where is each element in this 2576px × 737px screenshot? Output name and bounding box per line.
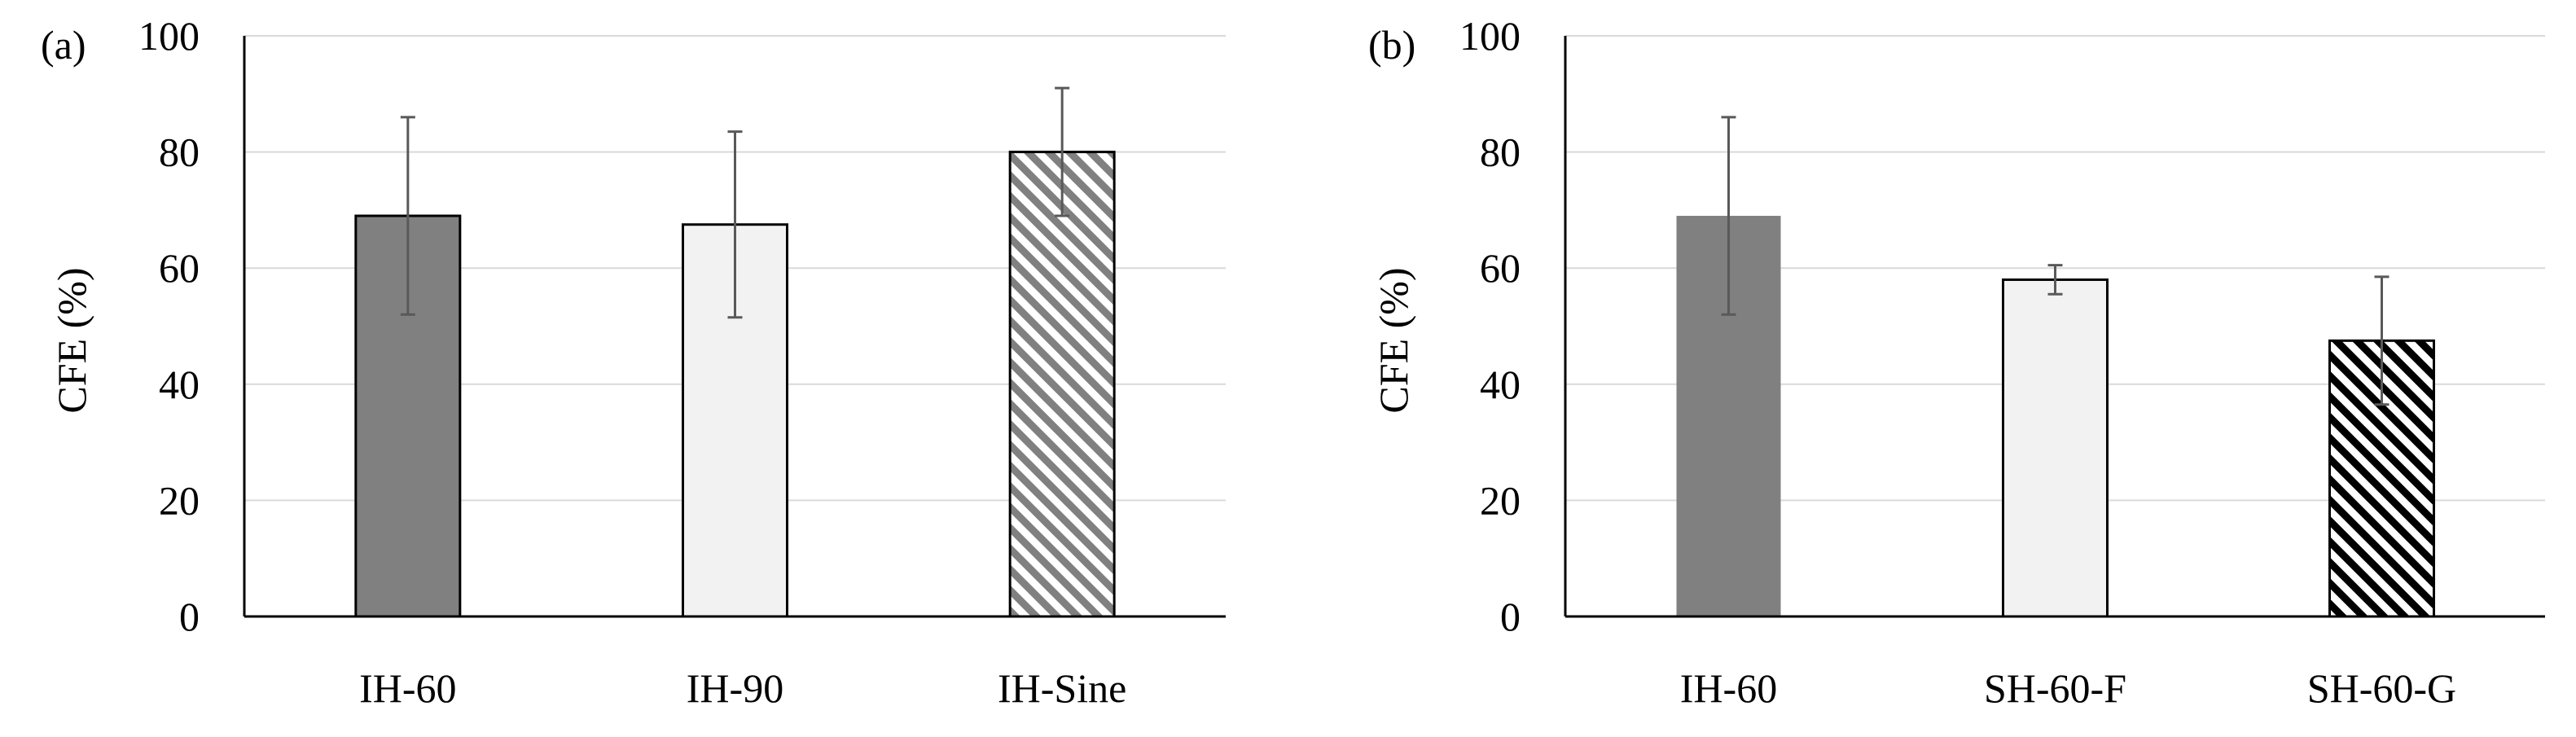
y-tick-label: 0 [1500, 594, 1521, 639]
x-tick-label: SH-60-G [2307, 665, 2456, 711]
y-tick-label: 20 [159, 477, 200, 523]
y-tick-labels: 0 20 40 60 80 100 [1459, 13, 1521, 639]
x-tick-label: IH-Sine [998, 665, 1126, 711]
y-tick-label: 80 [159, 129, 200, 175]
y-tick-label: 40 [1480, 362, 1521, 407]
y-tick-label: 60 [1480, 245, 1521, 291]
panel-label: (a) [41, 22, 86, 68]
bars [354, 151, 1116, 618]
y-tick-label: 60 [159, 245, 200, 291]
y-tick-label: 40 [159, 362, 200, 407]
x-tick-label: IH-90 [687, 665, 783, 711]
y-tick-label: 80 [1480, 129, 1521, 175]
x-tick-label: IH-60 [359, 665, 456, 711]
chart-panel-a: (a) CFE (%) 0 20 40 60 80 100 IH-60 IH-90 IH-Si… [41, 13, 1226, 711]
chart-panel-b: (b) CFE (%) 0 20 40 60 80 100 IH-60 SH-60-F SH-… [1368, 13, 2545, 711]
y-tick-label: 20 [1480, 477, 1521, 523]
axes [243, 36, 1226, 618]
x-tick-label: IH-60 [1680, 665, 1777, 711]
y-tick-label: 100 [1459, 13, 1521, 59]
y-tick-labels: 0 20 40 60 80 100 [138, 13, 200, 639]
y-tick-label: 0 [179, 594, 200, 639]
error-bars [1721, 116, 2389, 406]
x-tick-label: SH-60-F [1984, 665, 2126, 711]
y-axis-label: CFE (%) [1371, 267, 1416, 413]
panel-label: (b) [1368, 22, 1415, 68]
bar [2002, 278, 2109, 618]
y-axis-label: CFE (%) [49, 267, 94, 413]
x-tick-labels: IH-60 SH-60-F SH-60-G [1680, 665, 2456, 711]
error-bars [400, 86, 1070, 319]
x-tick-labels: IH-60 IH-90 IH-Sine [359, 665, 1126, 711]
axes [1564, 36, 2545, 618]
bar [1008, 151, 1116, 618]
y-tick-label: 100 [138, 13, 200, 59]
bars [1676, 216, 2435, 618]
